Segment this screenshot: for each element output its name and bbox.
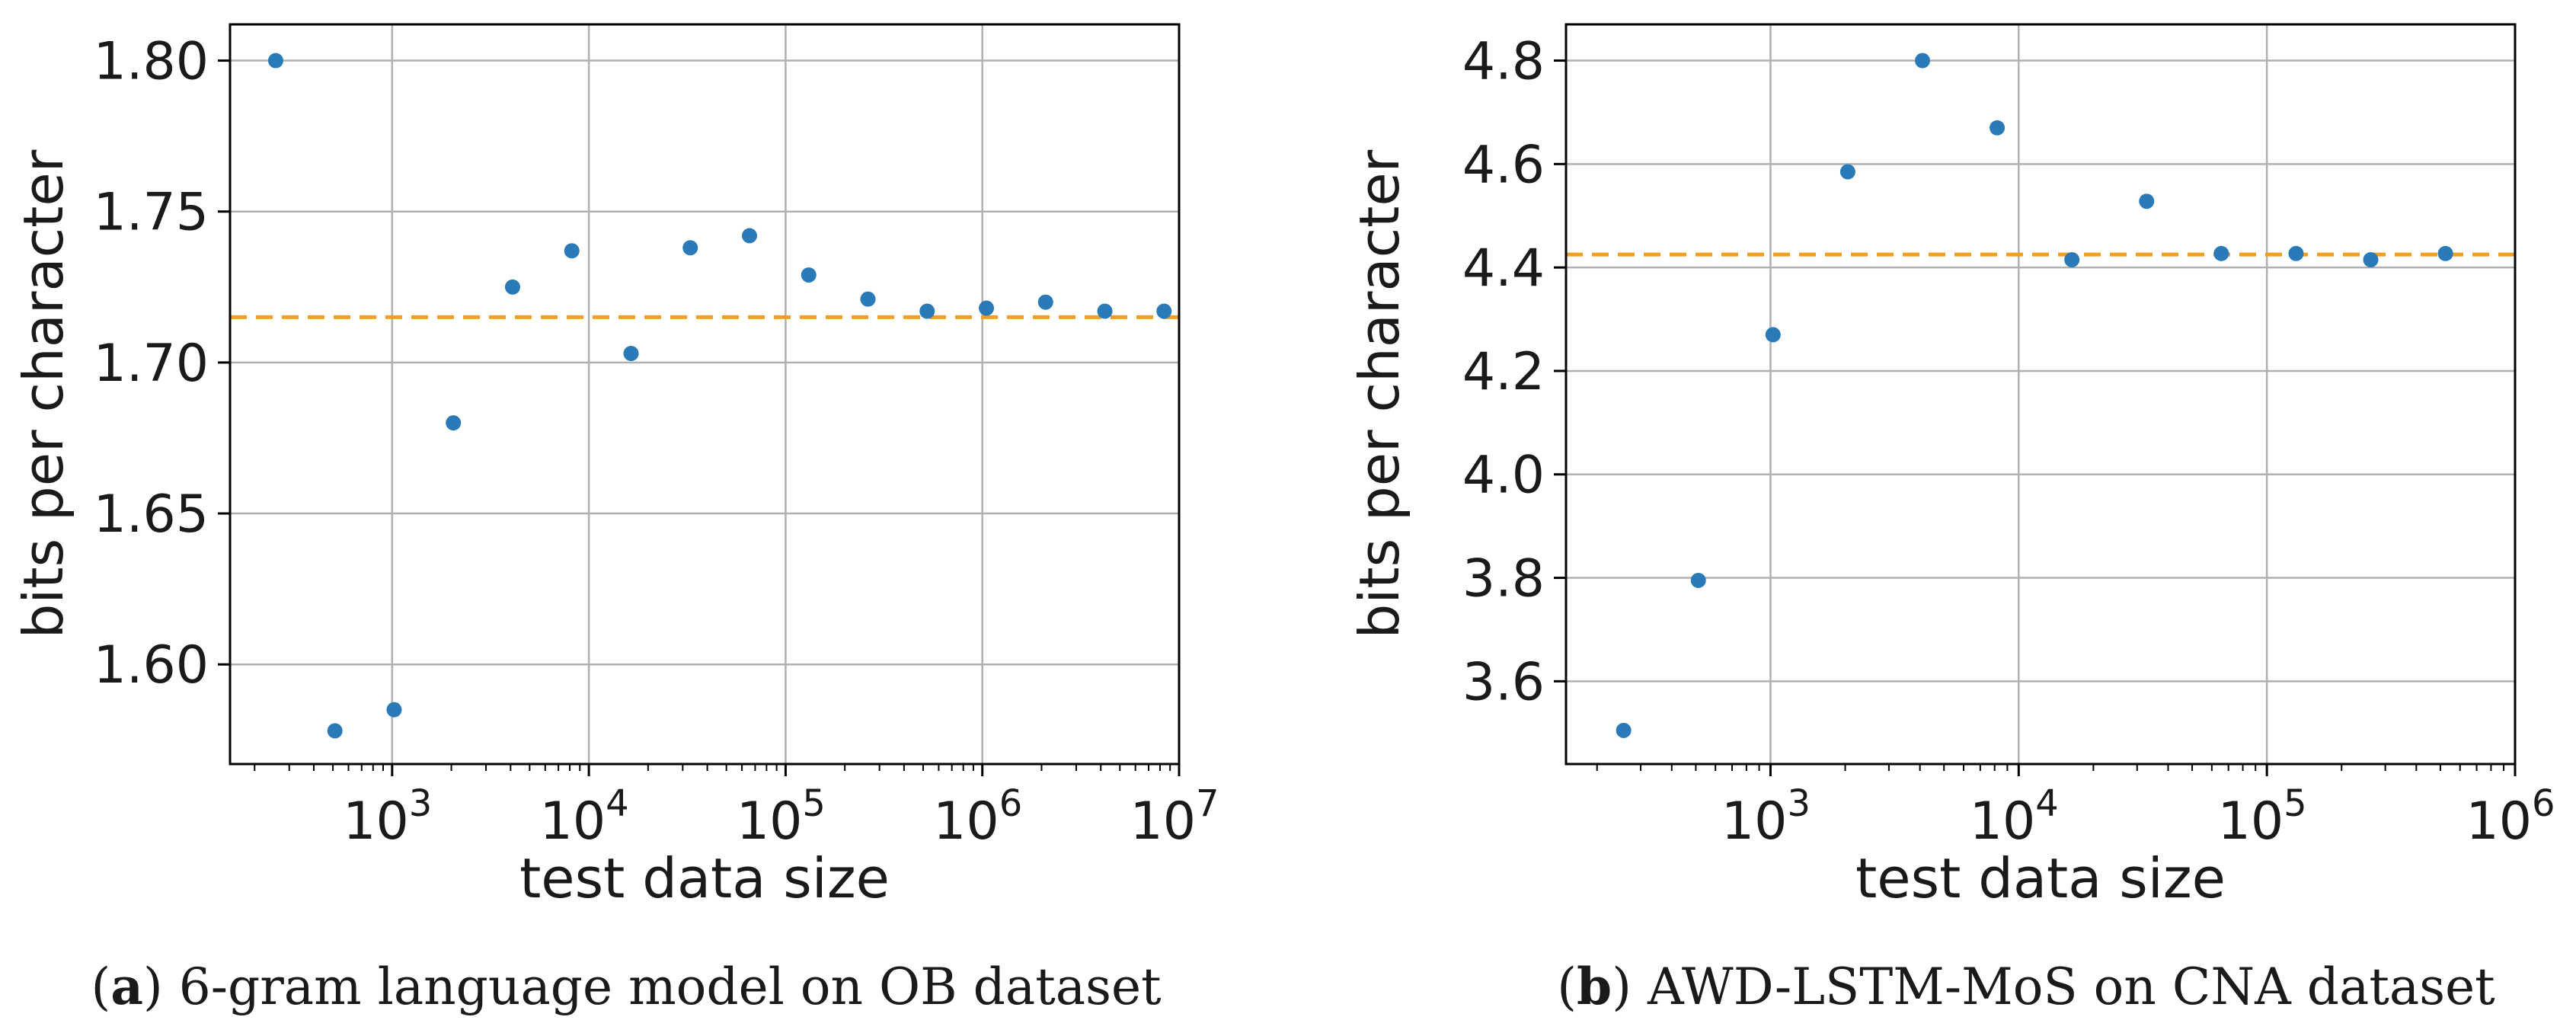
y-tick-label: 3.6 bbox=[1462, 652, 1545, 712]
x-tick-base: 10 bbox=[737, 791, 803, 852]
data-point bbox=[801, 267, 817, 283]
y-tick-label: 1.70 bbox=[94, 334, 209, 394]
data-point bbox=[623, 345, 639, 361]
x-tick-label: 104 bbox=[540, 782, 629, 852]
y-tick-label: 1.80 bbox=[94, 32, 209, 92]
data-point bbox=[1765, 327, 1781, 343]
data-point bbox=[504, 279, 520, 295]
data-point bbox=[1037, 294, 1053, 310]
y-tick-label: 4.2 bbox=[1462, 342, 1545, 402]
x-axis-label: test data size bbox=[1855, 846, 2226, 910]
x-tick-label: 104 bbox=[1970, 782, 2059, 852]
data-point bbox=[919, 303, 935, 319]
x-tick-label: 106 bbox=[2466, 782, 2555, 852]
y-tick-label: 1.60 bbox=[94, 635, 209, 695]
x-tick-exponent: 3 bbox=[409, 782, 433, 825]
data-point bbox=[2139, 193, 2155, 209]
x-tick-base: 10 bbox=[2466, 791, 2532, 852]
caption-text: 6-gram language model on OB dataset bbox=[179, 958, 1162, 1016]
x-axis-label: test data size bbox=[519, 846, 890, 910]
x-tick-base: 10 bbox=[1970, 791, 2036, 852]
data-point bbox=[2288, 245, 2304, 261]
y-axis-label: bits per character bbox=[11, 149, 75, 638]
x-tick-label: 103 bbox=[343, 782, 432, 852]
x-tick-label: 105 bbox=[737, 782, 826, 852]
caption-letter: b bbox=[1577, 957, 1612, 1016]
y-tick-label: 4.6 bbox=[1462, 135, 1545, 195]
data-point bbox=[742, 228, 758, 244]
x-tick-base: 10 bbox=[1721, 791, 1788, 852]
data-point bbox=[1990, 120, 2006, 136]
data-point bbox=[1097, 303, 1113, 319]
x-tick-base: 10 bbox=[343, 791, 409, 852]
x-tick-label: 106 bbox=[933, 782, 1022, 852]
x-tick-base: 10 bbox=[2218, 791, 2284, 852]
data-point bbox=[327, 723, 343, 739]
data-point bbox=[1690, 572, 1706, 588]
x-tick-base: 10 bbox=[933, 791, 999, 852]
data-point bbox=[1616, 722, 1632, 738]
x-tick-exponent: 6 bbox=[999, 782, 1023, 825]
caption-paren-open: ( bbox=[1557, 958, 1577, 1016]
caption-paren-close: ) bbox=[143, 958, 179, 1016]
data-point bbox=[2064, 251, 2080, 267]
data-point bbox=[2437, 245, 2453, 261]
x-tick-base: 10 bbox=[1130, 791, 1196, 852]
x-tick-exponent: 4 bbox=[2035, 782, 2059, 825]
data-point bbox=[267, 53, 283, 69]
x-tick-exponent: 5 bbox=[802, 782, 826, 825]
y-tick-label: 4.4 bbox=[1462, 238, 1545, 299]
y-axis-label: bits per character bbox=[1347, 149, 1411, 638]
data-point bbox=[2363, 251, 2379, 267]
y-tick-label: 3.8 bbox=[1462, 549, 1545, 609]
x-tick-exponent: 5 bbox=[2284, 782, 2307, 825]
x-tick-exponent: 6 bbox=[2532, 782, 2555, 825]
caption-paren-open: ( bbox=[91, 958, 110, 1016]
data-point bbox=[1156, 303, 1172, 319]
plot-frame bbox=[1564, 23, 2517, 766]
y-tick-label: 4.0 bbox=[1462, 446, 1545, 506]
data-point bbox=[2213, 245, 2229, 261]
plot-frame bbox=[229, 23, 1181, 766]
x-tick-label: 103 bbox=[1721, 782, 1811, 852]
x-tick-label: 105 bbox=[2218, 782, 2307, 852]
y-tick-label: 1.75 bbox=[94, 183, 209, 243]
data-point bbox=[860, 291, 876, 307]
caption-text: AWD-LSTM-MoS on CNA dataset bbox=[1647, 958, 2495, 1016]
x-tick-base: 10 bbox=[540, 791, 606, 852]
x-tick-exponent: 3 bbox=[1787, 782, 1811, 825]
subfigure-caption: (b) AWD-LSTM-MoS on CNA dataset bbox=[1557, 957, 2495, 1016]
data-point bbox=[682, 240, 698, 256]
data-point bbox=[386, 702, 402, 718]
data-point bbox=[446, 415, 462, 431]
data-point bbox=[564, 243, 580, 259]
y-tick-label: 1.65 bbox=[94, 484, 209, 545]
data-point bbox=[1839, 164, 1855, 180]
subfigure-caption: (a) 6-gram language model on OB dataset bbox=[91, 957, 1161, 1016]
data-point bbox=[1915, 53, 1931, 69]
caption-letter: a bbox=[110, 957, 143, 1016]
y-tick-label: 4.8 bbox=[1462, 32, 1545, 92]
caption-paren-close: ) bbox=[1612, 958, 1648, 1016]
x-tick-exponent: 4 bbox=[606, 782, 629, 825]
x-tick-exponent: 7 bbox=[1196, 782, 1219, 825]
chart-a-ob-dataset: 103 104 105 106 1071.601.651.701.751.80test … bbox=[11, 23, 1219, 1016]
x-tick-label: 107 bbox=[1130, 782, 1219, 852]
data-point bbox=[979, 300, 995, 316]
